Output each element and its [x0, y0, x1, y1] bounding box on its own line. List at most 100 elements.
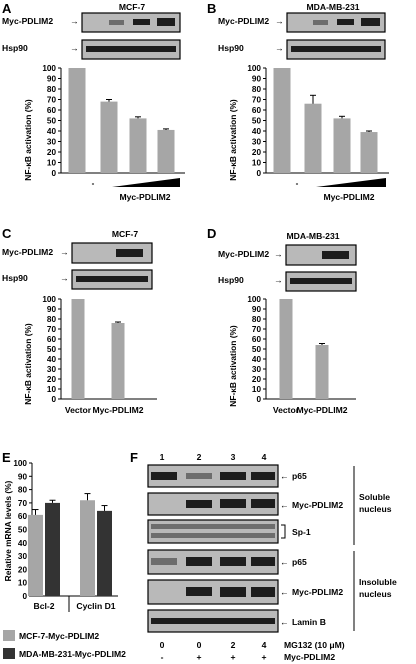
panel-b-xlabel: Myc-PDLIM2	[323, 192, 374, 202]
panel-f-band	[251, 472, 275, 480]
panel-f-band	[220, 472, 246, 480]
panel-d-ytick-label: 80	[252, 315, 262, 324]
panel-f-myc-label: Myc-PDLIM2	[284, 652, 335, 662]
panel-e-ytick-label: 40	[18, 539, 28, 548]
panel-d-ytick-label: 100	[247, 295, 261, 304]
panel-c-myc-blot	[71, 242, 153, 264]
panel-c-blot-label: Myc-PDLIM2	[2, 247, 53, 257]
panel-b-arrow: →	[275, 16, 284, 26]
panel-e-ytick-label: 70	[18, 499, 28, 508]
panel-b-ytick-label: 100	[247, 64, 261, 73]
panel-d-ytick-label: 0	[256, 395, 261, 404]
panel-f-arrow-6: ←	[280, 617, 289, 627]
panel-a-ytick-label: 90	[47, 75, 57, 84]
panel-f-myc-1: -	[161, 652, 164, 662]
panel-d-ytick-label: 10	[252, 385, 262, 394]
panel-a-arrow: →	[70, 16, 79, 26]
panel-f-myc-4: +	[261, 652, 266, 662]
panel-f-lane-3: 3	[231, 452, 236, 462]
panel-c-ytick-label: 100	[42, 295, 56, 304]
panel-e-category-label-0: Bcl-2	[33, 601, 54, 611]
panel-f-band	[151, 618, 275, 624]
panel-b-bar-1	[304, 103, 322, 173]
panel-d-ytick-label: 70	[252, 325, 262, 334]
panel-e-legend-swatch-1	[3, 630, 15, 641]
panel-e-ytick-label: 20	[18, 565, 28, 574]
panel-f-lane-numbers: 1 2 3 4	[160, 452, 267, 462]
panel-d-hsp90-band	[290, 278, 352, 284]
panel-b-ytick-label: 50	[252, 117, 262, 126]
panel-d: D MDA-MB-231 Myc-PDLIM2 → Hsp90 → NF-κB …	[207, 226, 357, 415]
panel-d-bar-0	[279, 299, 293, 399]
panel-f-mg132-2: 0	[197, 640, 202, 650]
panel-b-ytick-label: 20	[252, 148, 262, 157]
panel-c-hsp90-band	[76, 276, 148, 282]
panel-f-sp1-bracket	[281, 524, 286, 539]
panel-f-blot-soluble-p65	[147, 464, 279, 488]
panel-b-first-label: -	[296, 179, 299, 188]
panel-e-bar-1-1	[97, 510, 112, 596]
panel-c-ytick-label: 80	[47, 315, 57, 324]
panel-d-ytick-label: 20	[252, 375, 262, 384]
panel-c-ytick-label: 40	[47, 355, 57, 364]
panel-b-ytick-label: 10	[252, 159, 262, 168]
panel-f-soluble-label-2: nucleus	[359, 504, 392, 514]
panel-f-lane-1: 1	[160, 452, 165, 462]
panel-a-bar-3	[157, 129, 175, 173]
panel-e-ytick-label: 60	[18, 512, 28, 521]
panel-f-mg132-3: 2	[231, 640, 236, 650]
panel-d-ytick-label: 60	[252, 335, 262, 344]
panel-a-xlabel: Myc-PDLIM2	[119, 192, 170, 202]
panel-f-lane-4: 4	[262, 452, 267, 462]
panel-c-ytick-label: 30	[47, 365, 57, 374]
panel-a-bar-1	[100, 101, 118, 173]
panel-a-ytick-label: 70	[47, 96, 57, 105]
panel-b-myc-band-4	[361, 18, 380, 26]
panel-f-mg132-1: 0	[160, 640, 165, 650]
panel-e-bar-1-0	[45, 502, 60, 596]
panel-a-blot-label: Myc-PDLIM2	[2, 16, 53, 26]
panel-c-ytick-label: 60	[47, 335, 57, 344]
panel-e-bar-0-0	[28, 514, 43, 596]
panel-e-ytick-label: 10	[18, 579, 28, 588]
panel-b-myc-band-2	[313, 20, 328, 25]
panel-a-bar-2	[129, 118, 147, 173]
panel-d-category-label-0: Vector	[273, 405, 300, 415]
panel-a-ytick-label: 40	[47, 127, 57, 136]
panel-c-ytick-label: 20	[47, 375, 57, 384]
panel-c-category-label-1: Myc-PDLIM2	[92, 405, 143, 415]
panel-a-cell-line: MCF-7	[119, 2, 145, 12]
panel-b-control-label: Hsp90	[218, 43, 244, 53]
panel-b-bar-2	[333, 118, 351, 173]
panel-e-ytick-label: 50	[18, 526, 28, 535]
panel-e-letter: E	[2, 450, 11, 465]
panel-e-bar-0-1	[80, 500, 95, 596]
panel-f-band	[251, 499, 275, 508]
panel-b-ytick-label: 0	[256, 169, 261, 178]
panel-f-band	[186, 500, 212, 508]
panel-e: E Relative mRNA levels (%) 0 10 20 30 40 50 60…	[2, 450, 126, 659]
panel-a-bar-0	[68, 68, 86, 173]
panel-b-bar-3	[360, 132, 378, 173]
panel-b-ytick-label: 80	[252, 85, 262, 94]
panel-b-hsp90-band	[291, 46, 381, 52]
panel-d-blot-label: Myc-PDLIM2	[218, 249, 269, 259]
panel-f-band	[251, 557, 275, 566]
panel-a-ytick-label: 60	[47, 106, 57, 115]
panel-f-blot-soluble-myc	[147, 492, 279, 516]
panel-f-band-label-1: p65	[292, 471, 307, 481]
panel-f-band	[151, 533, 275, 538]
panel-f-soluble-label-1: Soluble	[359, 492, 390, 502]
panel-b-dose-wedge	[316, 178, 386, 187]
panel-c: C MCF-7 Myc-PDLIM2 → Hsp90 → NF-κB activ…	[2, 226, 157, 415]
panel-c-ytick-label: 70	[47, 325, 57, 334]
panel-e-ytick-label: 30	[18, 552, 28, 561]
panel-a: A MCF-7 Myc-PDLIM2 → Hsp90 → NF-κB activ…	[2, 1, 185, 202]
panel-f-lane-2: 2	[197, 452, 202, 462]
panel-b: B MDA-MB-231 Myc-PDLIM2 → Hsp90 → NF-κB …	[207, 1, 389, 202]
panel-e-ytick-label: 0	[22, 592, 27, 601]
panel-f-band	[251, 587, 275, 597]
panel-e-legend-label-1: MCF-7-Myc-PDLIM2	[19, 631, 99, 641]
panel-d-myc-band	[322, 251, 349, 259]
